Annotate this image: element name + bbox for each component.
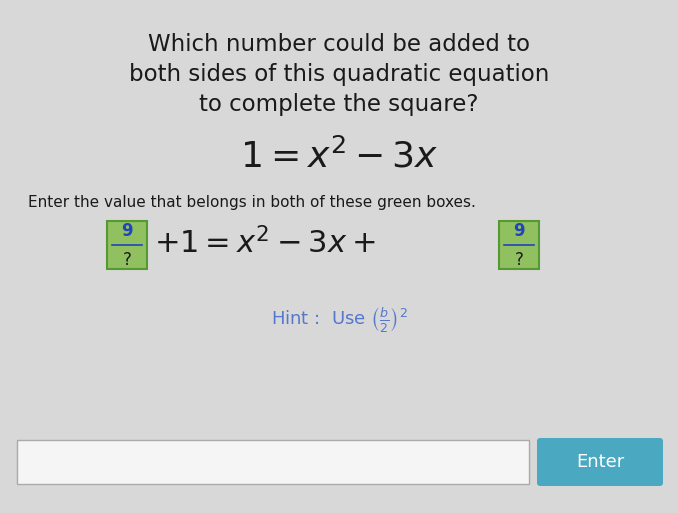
Text: 9: 9 (121, 222, 133, 240)
Text: $+ 1 = x^2 - 3x +$: $+ 1 = x^2 - 3x +$ (154, 227, 376, 259)
Text: Hint :  Use $\left(\frac{b}{2}\right)^2$: Hint : Use $\left(\frac{b}{2}\right)^2$ (271, 305, 407, 334)
Text: Enter: Enter (576, 453, 624, 471)
FancyBboxPatch shape (17, 440, 529, 484)
FancyBboxPatch shape (107, 221, 147, 269)
Text: $1 = x^2 - 3x$: $1 = x^2 - 3x$ (240, 138, 438, 174)
Text: 9: 9 (513, 222, 525, 240)
Text: ?: ? (515, 251, 523, 269)
Text: to complete the square?: to complete the square? (199, 93, 479, 116)
Text: ?: ? (123, 251, 132, 269)
FancyBboxPatch shape (537, 438, 663, 486)
FancyBboxPatch shape (499, 221, 539, 269)
Text: Enter the value that belongs in both of these green boxes.: Enter the value that belongs in both of … (28, 195, 476, 210)
Text: both sides of this quadratic equation: both sides of this quadratic equation (129, 63, 549, 86)
Text: Which number could be added to: Which number could be added to (148, 33, 530, 56)
